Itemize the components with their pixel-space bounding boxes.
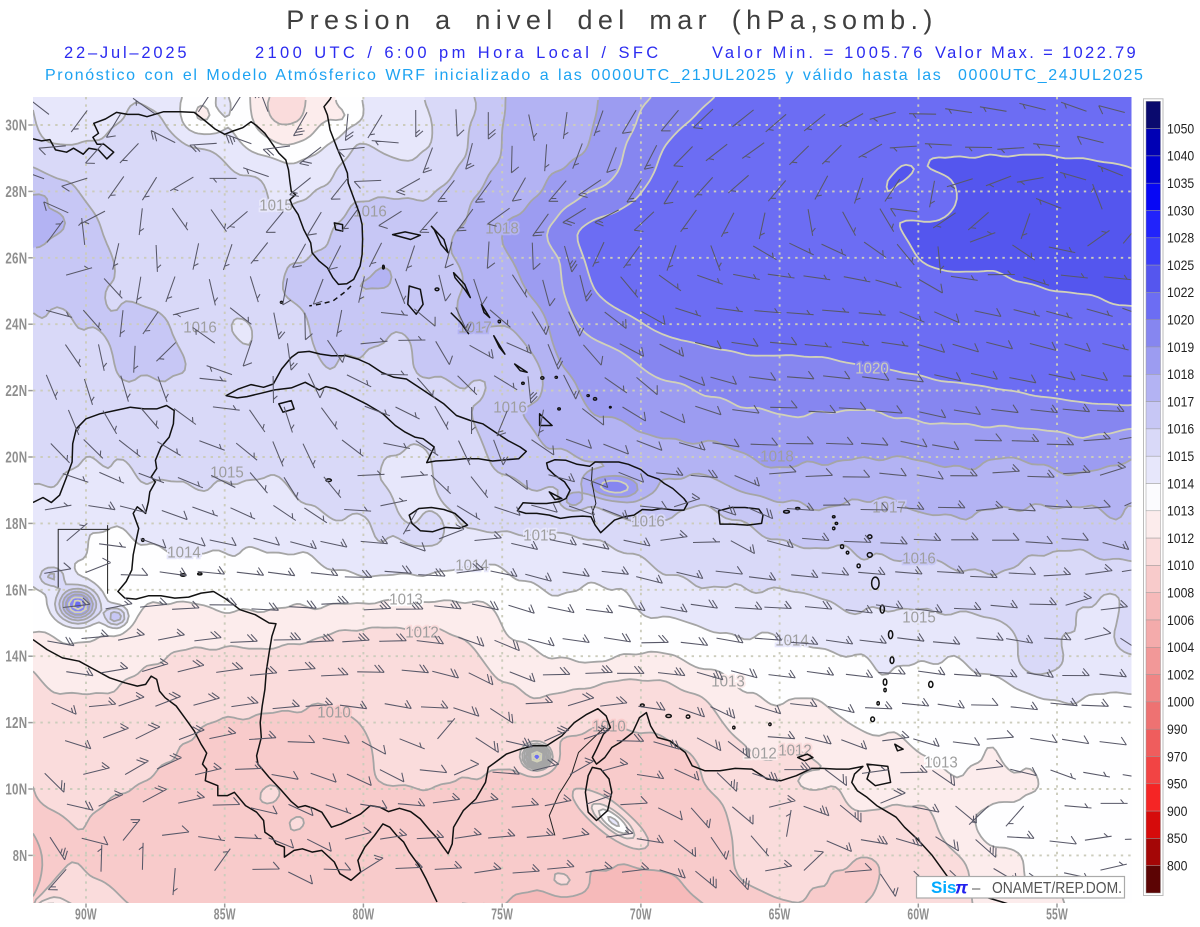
svg-text:1019: 1019	[1167, 340, 1194, 355]
svg-text:1017: 1017	[1167, 394, 1194, 409]
svg-text:1028: 1028	[1167, 231, 1194, 246]
svg-text:Presion a nivel del mar (hPa,s: Presion a nivel del mar (hPa,somb.)	[286, 5, 937, 35]
svg-text:1010: 1010	[592, 719, 626, 736]
svg-text:1016: 1016	[902, 551, 936, 568]
svg-text:1014: 1014	[455, 558, 489, 575]
svg-text:π: π	[955, 878, 968, 898]
svg-text:1020: 1020	[855, 361, 889, 378]
svg-text:70W: 70W	[630, 907, 652, 924]
svg-text:1030: 1030	[1167, 203, 1194, 218]
svg-text:1016: 1016	[493, 400, 527, 417]
svg-text:1040: 1040	[1167, 149, 1194, 164]
svg-text:1015: 1015	[210, 465, 244, 482]
svg-text:80W: 80W	[353, 907, 375, 924]
svg-text:65W: 65W	[769, 907, 791, 924]
svg-text:60W: 60W	[907, 907, 929, 924]
svg-text:12N: 12N	[5, 715, 27, 732]
svg-text:2100 UTC / 6:00 pm Hora Local: 2100 UTC / 6:00 pm Hora Local / SFC	[255, 44, 662, 62]
svg-text:55W: 55W	[1046, 907, 1068, 924]
svg-text:1008: 1008	[1167, 586, 1194, 601]
svg-text:1010: 1010	[1167, 558, 1194, 573]
svg-text:1016: 1016	[183, 320, 217, 337]
svg-text:30N: 30N	[5, 118, 27, 135]
svg-text:1014: 1014	[167, 545, 201, 562]
svg-text:1022: 1022	[1167, 285, 1194, 300]
svg-text:1017: 1017	[872, 500, 906, 517]
svg-text:22N: 22N	[5, 383, 27, 400]
svg-text:20N: 20N	[5, 450, 27, 467]
svg-text:85W: 85W	[214, 907, 236, 924]
svg-text:1015: 1015	[259, 198, 293, 215]
svg-text:1012: 1012	[1167, 531, 1194, 546]
svg-text:10N: 10N	[5, 782, 27, 799]
svg-text:1014: 1014	[1167, 476, 1195, 491]
svg-text:850: 850	[1167, 831, 1187, 846]
svg-text:1006: 1006	[1167, 613, 1194, 628]
svg-text:1035: 1035	[1167, 176, 1194, 191]
svg-text:1000: 1000	[1167, 695, 1194, 710]
svg-text:26N: 26N	[5, 250, 27, 267]
svg-text:–: –	[972, 880, 981, 897]
svg-text:1016: 1016	[631, 514, 665, 531]
svg-text:1004: 1004	[1167, 640, 1195, 655]
svg-text:1013: 1013	[1167, 504, 1194, 519]
svg-text:1015: 1015	[523, 528, 557, 545]
svg-text:990: 990	[1167, 722, 1187, 737]
svg-text:ONAMET/REP.DOM.: ONAMET/REP.DOM.	[992, 880, 1122, 897]
svg-text:950: 950	[1167, 777, 1187, 792]
svg-text:Sis: Sis	[931, 878, 957, 897]
svg-text:970: 970	[1167, 749, 1187, 764]
svg-text:1018: 1018	[1167, 367, 1194, 382]
svg-text:1013: 1013	[711, 674, 745, 691]
svg-text:28N: 28N	[5, 184, 27, 201]
svg-text:Valor Max. = 1022.79: Valor Max. = 1022.79	[935, 44, 1138, 62]
svg-text:1013: 1013	[924, 755, 958, 772]
svg-text:1016: 1016	[1167, 422, 1194, 437]
svg-text:1018: 1018	[485, 221, 519, 238]
svg-text:16N: 16N	[5, 582, 27, 599]
svg-text:1002: 1002	[1167, 667, 1194, 682]
svg-text:1012: 1012	[743, 746, 777, 763]
svg-text:75W: 75W	[491, 907, 513, 924]
svg-text:1020: 1020	[1167, 313, 1194, 328]
svg-text:1017: 1017	[458, 320, 492, 337]
svg-text:800: 800	[1167, 859, 1187, 874]
svg-text:1012: 1012	[778, 743, 812, 760]
svg-text:1010: 1010	[317, 705, 351, 722]
svg-text:1013: 1013	[389, 592, 423, 609]
svg-text:1025: 1025	[1167, 258, 1194, 273]
svg-text:90W: 90W	[75, 907, 97, 924]
svg-text:Pronóstico con el Modelo Atmós: Pronóstico con el Modelo Atmósferico WRF…	[45, 67, 1144, 84]
svg-text:14N: 14N	[5, 649, 27, 666]
svg-text:900: 900	[1167, 804, 1187, 819]
svg-text:1014: 1014	[775, 633, 809, 650]
svg-text:1018: 1018	[760, 449, 794, 466]
svg-text:8N: 8N	[13, 848, 28, 865]
svg-text:18N: 18N	[5, 516, 27, 533]
svg-text:Valor Min. = 1005.76: Valor Min. = 1005.76	[712, 44, 926, 62]
svg-text:24N: 24N	[5, 317, 27, 334]
svg-text:1015: 1015	[1167, 449, 1194, 464]
svg-text:1015: 1015	[902, 610, 936, 627]
svg-text:22–Jul–2025: 22–Jul–2025	[64, 44, 189, 62]
svg-text:1050: 1050	[1167, 121, 1194, 136]
svg-text:1012: 1012	[405, 625, 439, 642]
